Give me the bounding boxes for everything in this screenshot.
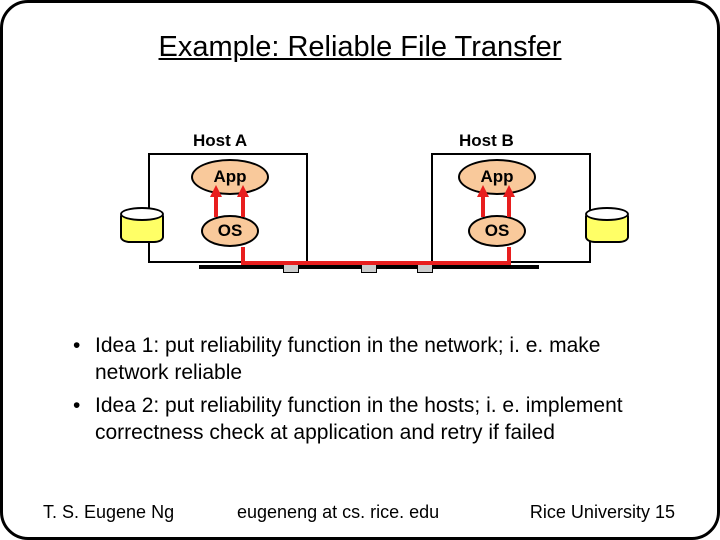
idea-2: Idea 2: put reliability function in the … (73, 393, 663, 447)
idea-1: Idea 1: put reliability function in the … (73, 333, 663, 387)
arrow-b-up-1 (481, 195, 485, 217)
host-a-app: App (191, 159, 269, 195)
slide: Example: Reliable File Transfer Host A A… (0, 0, 720, 540)
host-a-label: Host A (193, 131, 247, 151)
arrow-a-up-2 (241, 195, 245, 217)
ideas-list: Idea 1: put reliability function in the … (73, 333, 663, 453)
host-a-os: OS (201, 215, 259, 247)
host-b-app: App (458, 159, 536, 195)
host-b-os: OS (468, 215, 526, 247)
host-b-label: Host B (459, 131, 514, 151)
arrow-horizontal (241, 261, 507, 265)
arrow-b-down (507, 247, 511, 265)
footer-affiliation: Rice University (530, 502, 650, 522)
slide-title: Example: Reliable File Transfer (3, 31, 717, 64)
arrow-a-up-1-head (210, 185, 222, 197)
arrow-a-up-2-head (237, 185, 249, 197)
footer-affil: Rice University 15 (530, 502, 675, 523)
footer-author: T. S. Eugene Ng (43, 502, 174, 523)
footer-email: eugeneng at cs. rice. edu (237, 502, 439, 523)
arrow-b-up-2-head (503, 185, 515, 197)
arrow-a-up-1 (214, 195, 218, 217)
arrow-b-up-2 (507, 195, 511, 217)
arrow-b-up-1-head (477, 185, 489, 197)
footer-page: 15 (655, 502, 675, 522)
